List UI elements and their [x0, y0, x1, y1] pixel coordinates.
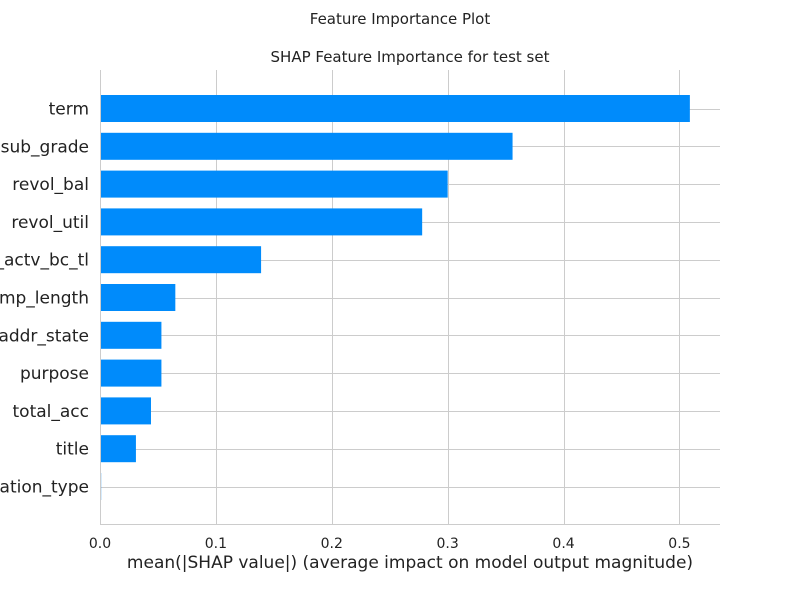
bar-term: [100, 95, 690, 122]
y-tick-label: term: [49, 100, 89, 120]
y-tick-label: cation_type: [0, 478, 89, 498]
y-tick-label: purpose: [20, 364, 89, 384]
x-tick-labels: 0.0 0.1 0.2 0.3 0.4 0.5: [89, 536, 691, 552]
bar-purpose: [100, 359, 162, 387]
y-tick-label: revol_util: [11, 213, 89, 233]
y-tick-label: revol_bal: [12, 175, 89, 195]
bar-sub-grade: [100, 132, 513, 160]
plot-area: term sub_grade revol_bal revol_util _actv_bc…: [0, 70, 720, 552]
x-tick-label: 0.2: [321, 536, 343, 552]
bar-series: [100, 95, 690, 500]
y-tick-label: addr_state: [0, 326, 89, 346]
bar-emp-length: [100, 284, 176, 311]
y-tick-label: emp_length: [0, 289, 89, 309]
bar-total-acc: [100, 397, 151, 425]
y-tick-labels: term sub_grade revol_bal revol_util _actv_bc…: [0, 100, 89, 498]
y-tick-label: title: [56, 440, 89, 460]
y-tick-label: _actv_bc_tl: [0, 251, 89, 271]
x-tick-label: 0.1: [205, 536, 227, 552]
x-tick-label: 0.0: [89, 536, 111, 552]
y-tick-label: sub_grade: [1, 137, 89, 157]
chart-title: SHAP Feature Importance for test set: [271, 48, 550, 66]
x-tick-label: 0.3: [437, 536, 459, 552]
figure-title: Feature Importance Plot: [310, 10, 491, 28]
bar-revol-bal: [100, 170, 448, 198]
x-tick-label: 0.4: [552, 536, 574, 552]
bar-title: [100, 435, 136, 463]
x-axis-label: mean(|SHAP value|) (average impact on mo…: [127, 553, 693, 573]
bar-addr-state: [100, 321, 162, 349]
bar-actv-bc-tl: [100, 246, 262, 274]
bar-revol-util: [100, 208, 423, 236]
x-tick-label: 0.5: [668, 536, 690, 552]
y-tick-label: total_acc: [13, 402, 89, 422]
